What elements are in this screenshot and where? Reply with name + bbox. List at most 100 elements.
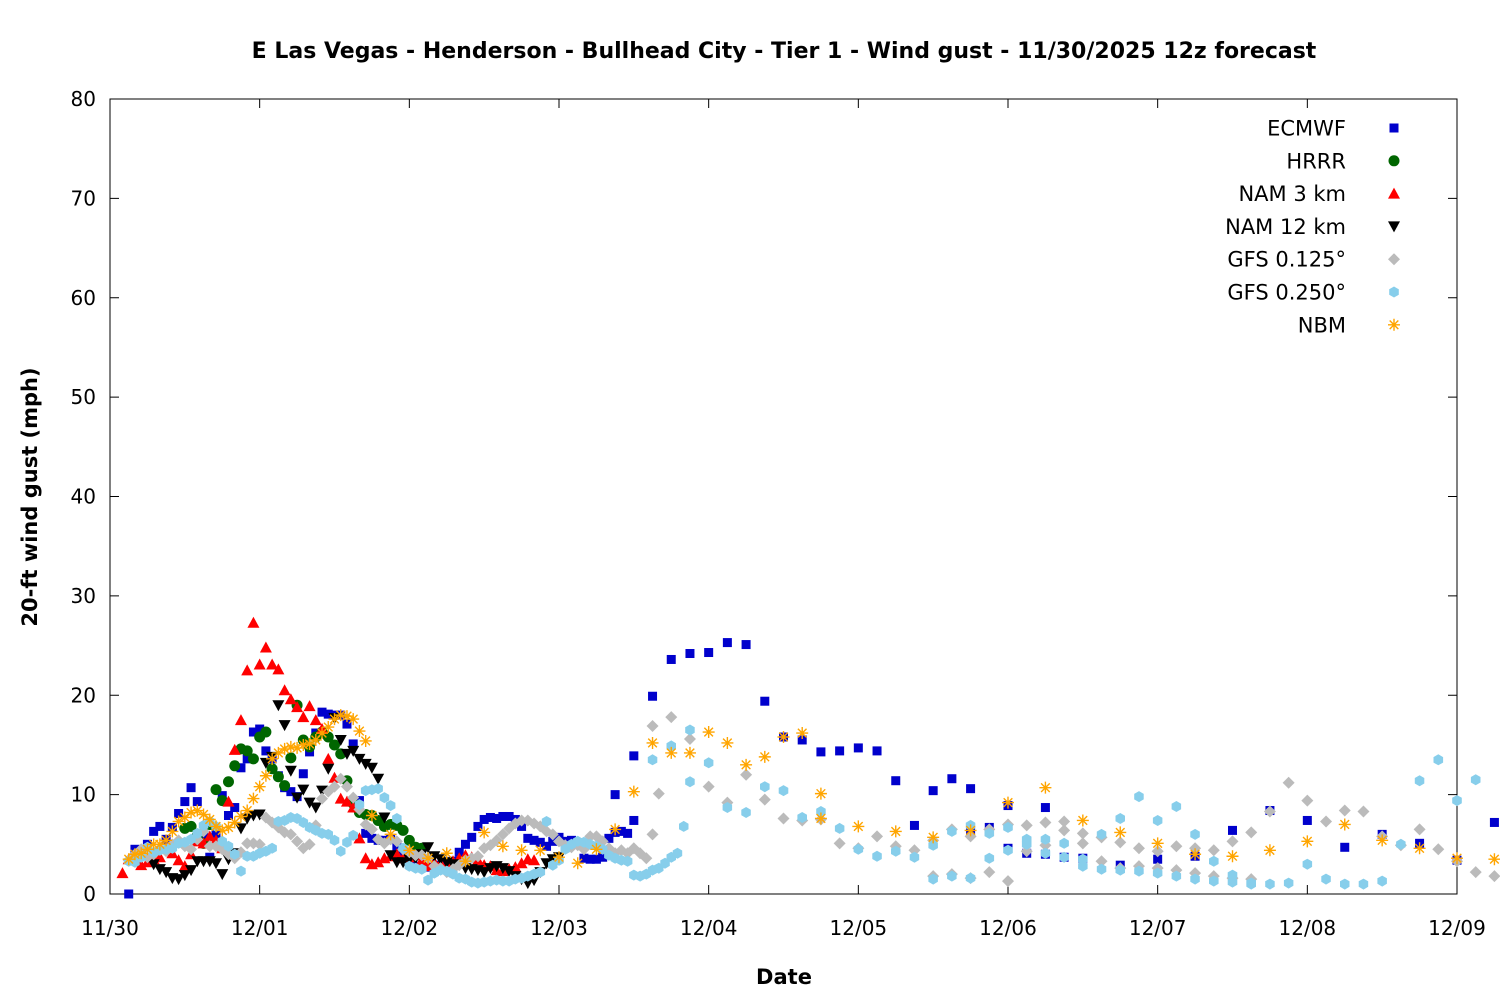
data-point-nbm bbox=[297, 738, 310, 751]
data-point-nam-3-km bbox=[390, 848, 403, 860]
data-point-ecmwf bbox=[610, 790, 620, 800]
data-point-gfs-0-125 bbox=[203, 840, 216, 853]
data-point-nbm bbox=[1338, 818, 1351, 831]
legend-marker bbox=[1388, 221, 1400, 233]
data-point-gfs-0-250 bbox=[1059, 851, 1069, 863]
data-point-gfs-0-250 bbox=[1283, 877, 1294, 889]
data-point-gfs-0-250 bbox=[385, 800, 396, 812]
legend-label: NAM 3 km bbox=[1238, 182, 1346, 206]
data-point-nam-3-km bbox=[241, 664, 254, 676]
data-point-nbm bbox=[384, 828, 397, 841]
data-point-gfs-0-250 bbox=[1190, 828, 1200, 840]
data-point-ecmwf bbox=[535, 837, 545, 847]
data-point-nam-12-km bbox=[309, 802, 322, 814]
data-point-nbm bbox=[334, 709, 347, 722]
data-point-gfs-0-125 bbox=[1076, 827, 1089, 840]
data-point-gfs-0-250 bbox=[342, 836, 352, 848]
data-point-gfs-0-250 bbox=[1134, 791, 1144, 803]
data-point-nbm bbox=[571, 857, 584, 870]
data-point-gfs-0-250 bbox=[336, 845, 346, 857]
data-point-nbm bbox=[166, 825, 179, 838]
axis-ticks: 0 10 20 30 40 50 60 70 80 11/30 12/01 12/02 12/03 12/… bbox=[71, 87, 1486, 940]
legend-marker bbox=[1389, 123, 1399, 133]
data-point-ecmwf bbox=[298, 769, 308, 779]
data-point-nbm bbox=[1002, 796, 1014, 809]
data-point-nam-12-km bbox=[178, 870, 191, 882]
data-point-gfs-0-250 bbox=[1152, 867, 1163, 879]
data-point-gfs-0-250 bbox=[236, 865, 246, 877]
data-point-ecmwf bbox=[342, 719, 352, 729]
data-point-nbm bbox=[1263, 844, 1276, 857]
data-point-nam-3-km bbox=[303, 700, 316, 712]
data-point-nbm bbox=[222, 821, 235, 834]
data-point-nbm bbox=[1301, 835, 1314, 848]
data-point-nbm bbox=[160, 834, 173, 847]
series-gfs-0-250 bbox=[123, 776, 695, 889]
data-point-nbm bbox=[758, 750, 771, 763]
data-point-gfs-0-250 bbox=[1209, 875, 1219, 887]
data-point-gfs-0-250 bbox=[379, 792, 390, 804]
data-point-gfs-0-250 bbox=[872, 850, 882, 862]
data-point-nbm bbox=[303, 737, 316, 750]
legend-label: ECMWF bbox=[1267, 117, 1346, 141]
data-point-gfs-0-125 bbox=[546, 828, 559, 841]
data-point-gfs-0-250 bbox=[392, 813, 402, 824]
data-point-nam-3-km bbox=[278, 684, 291, 696]
data-point-ecmwf bbox=[348, 739, 358, 749]
data-point-ecmwf bbox=[1153, 854, 1163, 864]
data-point-gfs-0-125 bbox=[347, 791, 360, 804]
data-point-nbm bbox=[534, 844, 547, 857]
data-point-gfs-0-125 bbox=[833, 837, 846, 850]
data-point-nbm bbox=[347, 713, 360, 726]
data-point-nam-12-km bbox=[316, 785, 329, 797]
legend-item-nbm: NBM bbox=[1298, 313, 1400, 337]
data-point-nbm bbox=[609, 823, 622, 836]
data-point-nbm bbox=[1413, 842, 1426, 855]
data-point-gfs-0-250 bbox=[685, 724, 695, 736]
data-point-nam-12-km bbox=[291, 792, 304, 804]
legend: ECMWF HRRR NAM 3 km NAM 12 km GFS 0.125° GFS … bbox=[1225, 117, 1400, 337]
data-point-gfs-0-125 bbox=[908, 844, 921, 857]
data-point-ecmwf bbox=[255, 724, 265, 734]
data-point-gfs-0-125 bbox=[652, 787, 665, 800]
data-point-nam-12-km bbox=[372, 773, 385, 785]
data-point-nbm bbox=[740, 758, 753, 771]
data-point-nbm bbox=[241, 804, 254, 817]
data-point-gfs-0-250 bbox=[1227, 876, 1238, 888]
data-point-nam-3-km bbox=[272, 663, 285, 675]
data-point-gfs-0-250 bbox=[1021, 838, 1032, 850]
data-point-gfs-0-125 bbox=[1413, 823, 1426, 836]
data-point-gfs-0-125 bbox=[284, 828, 297, 841]
data-point-gfs-0-250 bbox=[1096, 863, 1107, 875]
data-point-nbm bbox=[459, 855, 472, 868]
data-point-hrrr bbox=[247, 753, 259, 765]
data-point-gfs-0-250 bbox=[373, 783, 383, 795]
data-point-nbm bbox=[590, 843, 603, 856]
data-point-nbm bbox=[253, 780, 266, 793]
data-point-nbm bbox=[228, 816, 241, 829]
x-tick-label: 12/01 bbox=[231, 916, 289, 940]
data-point-gfs-0-250 bbox=[679, 820, 689, 832]
data-point-gfs-0-125 bbox=[316, 792, 329, 805]
data-point-gfs-0-250 bbox=[541, 816, 552, 827]
data-point-gfs-0-250 bbox=[797, 812, 807, 823]
data-point-nam-3-km bbox=[203, 830, 216, 842]
data-point-gfs-0-250 bbox=[891, 845, 901, 857]
data-point-gfs-0-250 bbox=[1302, 858, 1313, 870]
data-point-nam-12-km bbox=[284, 765, 297, 777]
data-point-ecmwf bbox=[317, 707, 327, 717]
data-point-nam-3-km bbox=[284, 693, 297, 705]
data-point-ecmwf bbox=[242, 754, 252, 764]
data-point-nam-3-km bbox=[228, 743, 241, 755]
data-point-nam-3-km bbox=[309, 714, 322, 726]
data-point-nam-12-km bbox=[384, 850, 397, 862]
data-point-ecmwf bbox=[579, 853, 589, 863]
data-point-gfs-0-250 bbox=[1115, 813, 1125, 824]
legend-label: GFS 0.125° bbox=[1227, 248, 1346, 272]
data-point-ecmwf bbox=[704, 648, 714, 658]
data-point-ecmwf bbox=[853, 743, 863, 753]
data-point-gfs-0-125 bbox=[1095, 855, 1108, 868]
series-nbm bbox=[122, 709, 372, 866]
data-point-nbm bbox=[359, 734, 372, 747]
legend-label: GFS 0.250° bbox=[1227, 281, 1346, 305]
